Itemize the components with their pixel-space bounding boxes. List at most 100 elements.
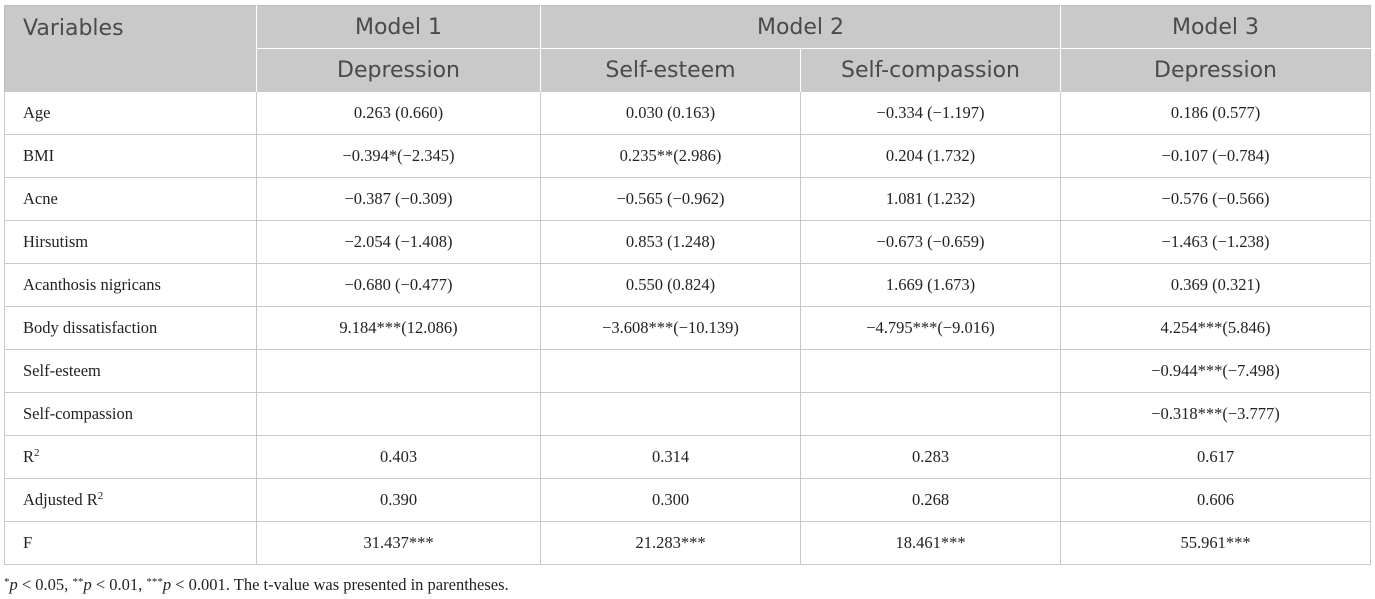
row-label: Self-esteem	[4, 349, 257, 393]
header-model-3: Model 3	[1060, 5, 1372, 49]
table-cell: −0.944***(−7.498)	[1060, 349, 1372, 393]
table-cell: 0.617	[1060, 435, 1372, 479]
row-label-text: Body dissatisfaction	[23, 318, 158, 337]
footnote-p-1: p	[9, 575, 18, 594]
table-cell: −0.565 (−0.962)	[540, 177, 801, 221]
row-label: BMI	[4, 134, 257, 178]
header-outcome-depression-m3: Depression	[1060, 48, 1372, 92]
row-label-text: Acne	[23, 189, 58, 208]
table-cell: 0.369 (0.321)	[1060, 263, 1372, 307]
table-row: Age 0.263 (0.660) 0.030 (0.163) −0.334 (−1.…	[4, 91, 1372, 135]
table-row: BMI −0.394*(−2.345) 0.235**(2.986) 0.204 (1…	[4, 134, 1372, 178]
row-label: Hirsutism	[4, 220, 257, 264]
header-variables: Variables	[4, 5, 257, 92]
row-label-superscript: 2	[34, 447, 40, 459]
header-outcome-self-compassion: Self-compassion	[799, 48, 1062, 92]
header-outcome-self-esteem: Self-esteem	[540, 48, 801, 92]
table-row: Adjusted R2 0.390 0.300 0.268 0.606	[4, 478, 1372, 522]
table-cell: 1.081 (1.232)	[799, 177, 1062, 221]
table-row: Hirsutism −2.054 (−1.408) 0.853 (1.248) −0.…	[4, 220, 1372, 264]
table-cell: 0.283	[799, 435, 1062, 479]
table-cell: 9.184***(12.086)	[256, 306, 541, 350]
row-label: R2	[4, 435, 257, 479]
row-label-text: F	[23, 533, 33, 552]
row-label-text: Hirsutism	[23, 232, 89, 251]
table-footnote: *p < 0.05, **p < 0.01, ***p < 0.001. The…	[4, 575, 509, 595]
table-cell: −0.107 (−0.784)	[1060, 134, 1372, 178]
table-cell	[256, 392, 541, 436]
row-label: Acanthosis nigricans	[4, 263, 257, 307]
footnote-text-3: < 0.001. The t-value was presented in pa…	[171, 575, 509, 594]
row-label: F	[4, 521, 257, 565]
footnote-p-2: p	[83, 575, 92, 594]
table-cell: −0.394*(−2.345)	[256, 134, 541, 178]
table-cell: 0.204 (1.732)	[799, 134, 1062, 178]
table-cell: 0.235**(2.986)	[540, 134, 801, 178]
table-cell: −0.673 (−0.659)	[799, 220, 1062, 264]
table-row: Self-compassion −0.318***(−3.777)	[4, 392, 1372, 436]
row-label: Self-compassion	[4, 392, 257, 436]
table-row: Body dissatisfaction 9.184***(12.086) −3.6…	[4, 306, 1372, 350]
header-model-1: Model 1	[256, 5, 541, 49]
header-row-outcomes: Depression Self-esteem Self-compassion D…	[5, 48, 1372, 92]
table-header: Variables Model 1 Model 2 Model 3 Depres…	[4, 5, 1372, 92]
row-label-text: Age	[23, 103, 51, 122]
table-cell: 21.283***	[540, 521, 801, 565]
header-model-2: Model 2	[539, 5, 1062, 49]
table-cell: 0.314	[540, 435, 801, 479]
footnote-star-3: ***	[146, 576, 163, 588]
table-cell: 55.961***	[1060, 521, 1372, 565]
table-row: F 31.437*** 21.283*** 18.461*** 55.961***	[4, 521, 1372, 565]
footnote-p-3: p	[162, 575, 172, 594]
table-cell: −0.318***(−3.777)	[1060, 392, 1372, 436]
row-label-text: BMI	[23, 146, 55, 165]
footnote-star-2: **	[72, 576, 84, 588]
footnote-text-2: < 0.01,	[91, 575, 147, 594]
table-cell: 0.403	[256, 435, 541, 479]
table-cell: −3.608***(−10.139)	[540, 306, 801, 350]
table-body: Age 0.263 (0.660) 0.030 (0.163) −0.334 (−1.…	[4, 91, 1372, 565]
table-cell: −1.463 (−1.238)	[1060, 220, 1372, 264]
table-cell: 0.550 (0.824)	[540, 263, 801, 307]
header-outcome-depression-m1: Depression	[256, 48, 541, 92]
table-cell: 0.186 (0.577)	[1060, 91, 1372, 135]
regression-table: Variables Model 1 Model 2 Model 3 Depres…	[4, 5, 1372, 565]
table-cell: 4.254***(5.846)	[1060, 306, 1372, 350]
table-cell: 0.853 (1.248)	[540, 220, 801, 264]
row-label-superscript: 2	[97, 490, 104, 502]
table-cell: 0.606	[1060, 478, 1372, 522]
row-label: Adjusted R2	[4, 478, 257, 522]
table-cell: 1.669 (1.673)	[799, 263, 1062, 307]
table-cell	[540, 349, 801, 393]
table-cell: −0.334 (−1.197)	[799, 91, 1062, 135]
row-label-text: Adjusted R	[23, 490, 98, 509]
row-label-text: Self-compassion	[23, 404, 133, 423]
table-cell: 0.300	[540, 478, 801, 522]
table-row: Self-esteem −0.944***(−7.498)	[4, 349, 1372, 393]
table-cell: 18.461***	[799, 521, 1062, 565]
row-label-text: Self-esteem	[23, 361, 101, 380]
table-cell	[256, 349, 541, 393]
table-row: Acne −0.387 (−0.309) −0.565 (−0.962) 1.081 …	[4, 177, 1372, 221]
table-cell: 31.437***	[256, 521, 541, 565]
table-cell: 0.030 (0.163)	[540, 91, 801, 135]
row-label-text: R	[23, 447, 35, 466]
table-cell: −0.387 (−0.309)	[256, 177, 541, 221]
table-cell: −4.795***(−9.016)	[799, 306, 1062, 350]
row-label: Age	[4, 91, 257, 135]
row-label: Body dissatisfaction	[4, 306, 257, 350]
footnote-text-1: < 0.05,	[17, 575, 73, 594]
table-row: Acanthosis nigricans −0.680 (−0.477) 0.550…	[4, 263, 1372, 307]
header-row-models: Variables Model 1 Model 2 Model 3	[4, 5, 1372, 92]
table-cell: −0.576 (−0.566)	[1060, 177, 1372, 221]
table-cell: 0.390	[256, 478, 541, 522]
table-cell: 0.268	[799, 478, 1062, 522]
row-label: Acne	[4, 177, 257, 221]
table-cell: −0.680 (−0.477)	[256, 263, 541, 307]
table-cell	[799, 349, 1062, 393]
table-cell	[799, 392, 1062, 436]
footnote-star-1: *	[4, 576, 10, 588]
table-cell	[540, 392, 801, 436]
table-row: R2 0.403 0.314 0.283 0.617	[4, 435, 1372, 479]
table-cell: 0.263 (0.660)	[256, 91, 541, 135]
